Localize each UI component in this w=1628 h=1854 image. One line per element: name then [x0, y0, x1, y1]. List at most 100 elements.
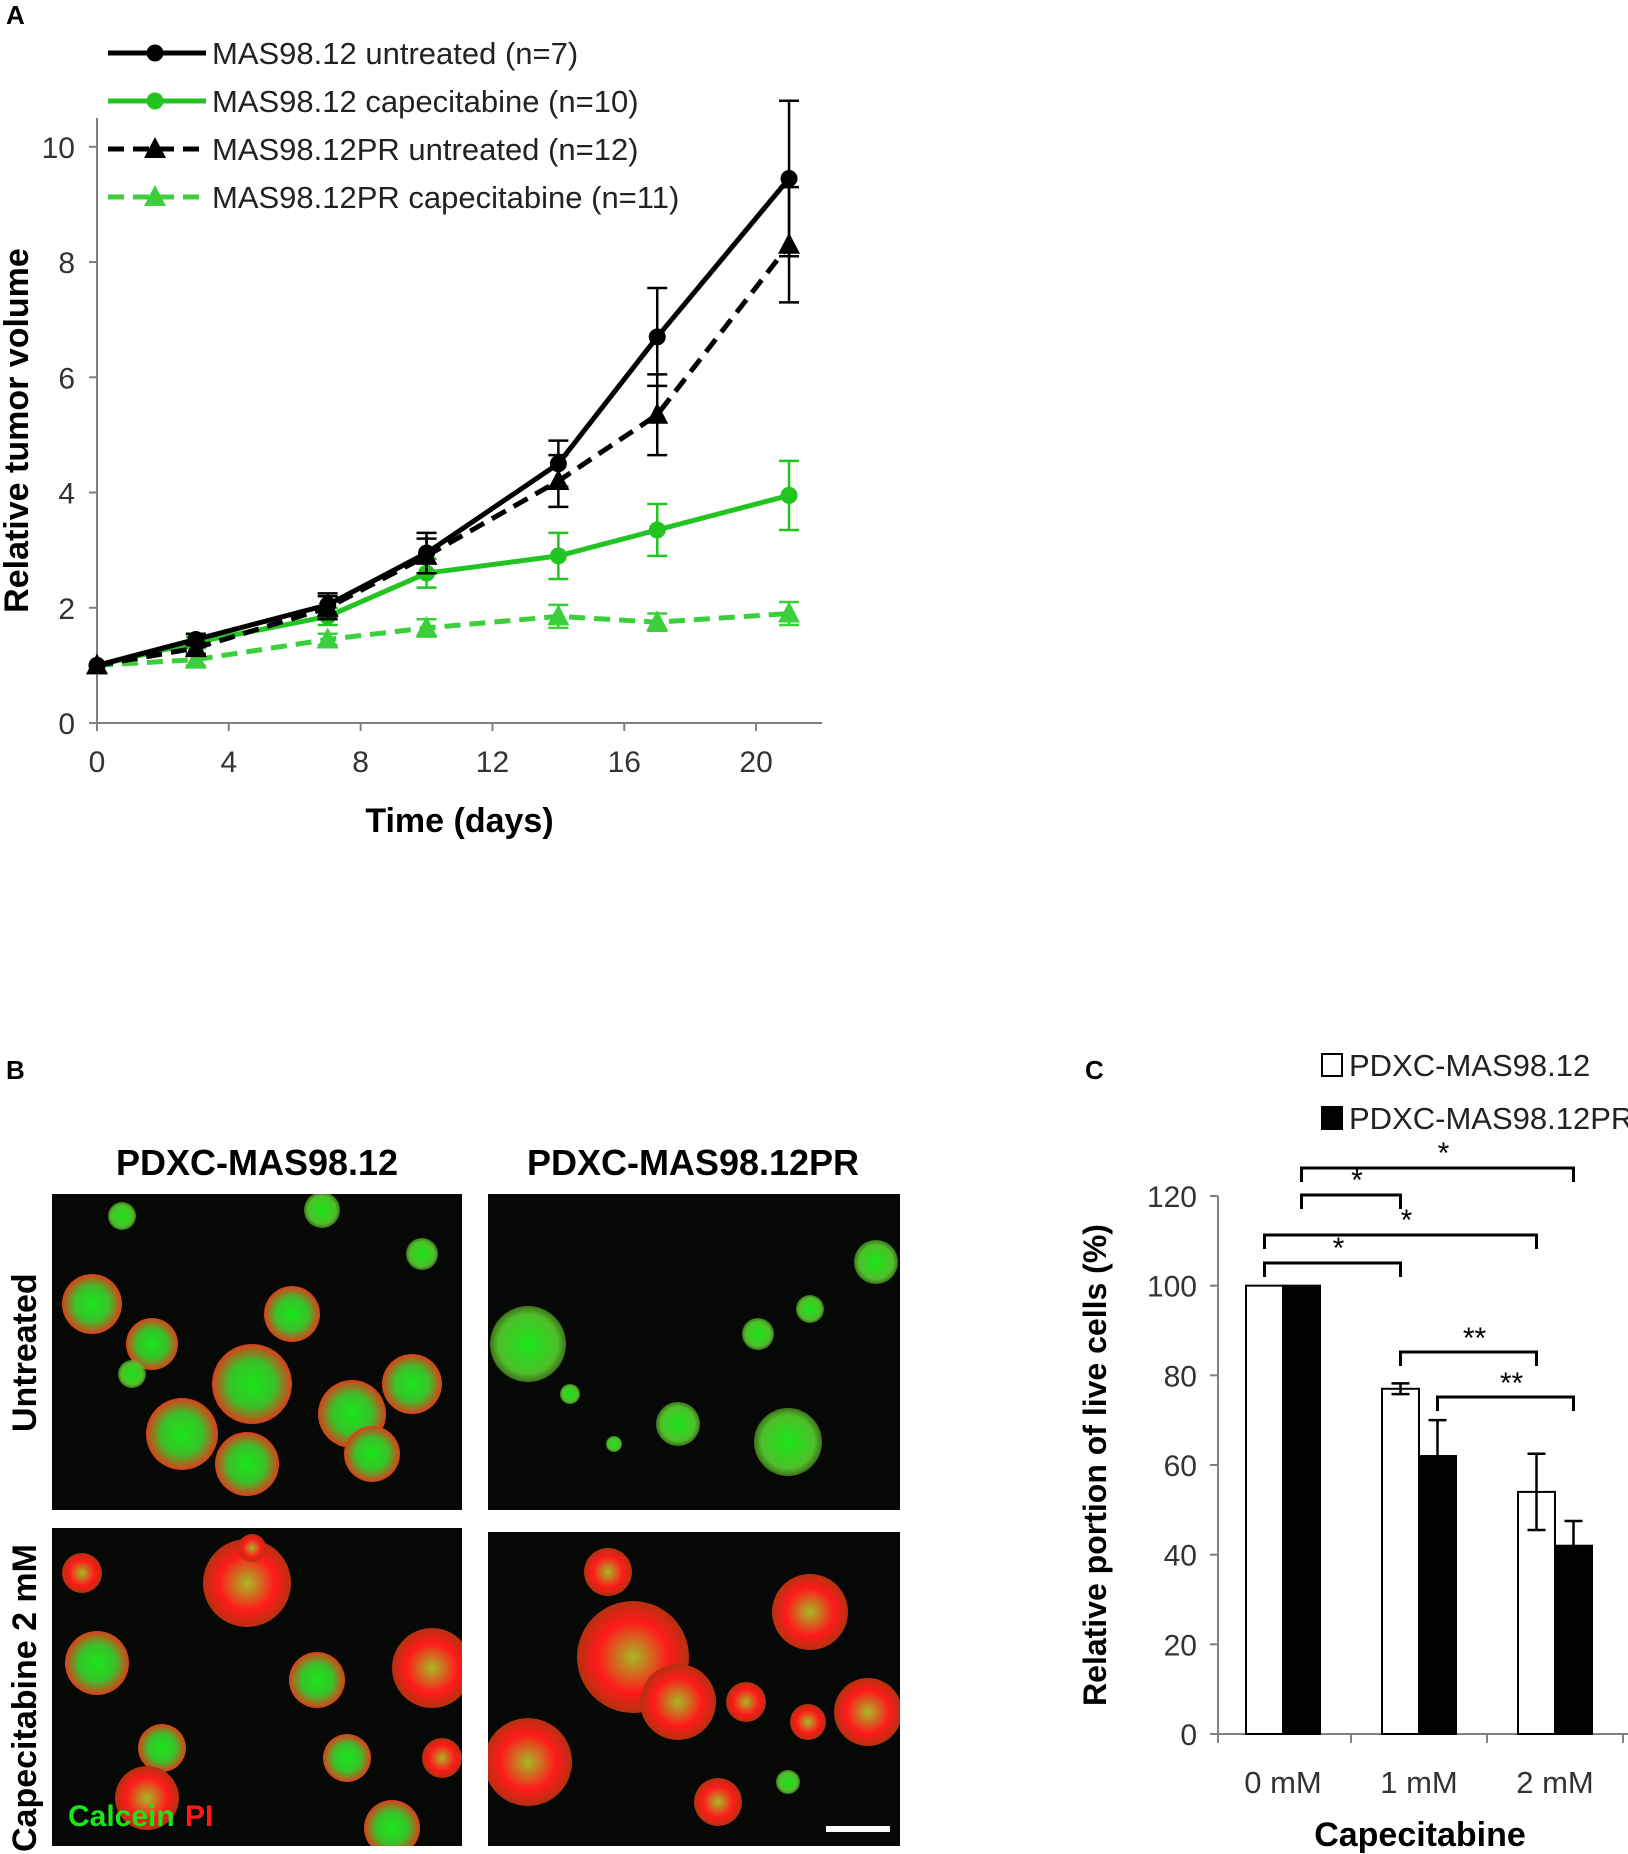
cell-cluster	[108, 1202, 136, 1230]
bar-category-label: 2 mM	[1516, 1765, 1594, 1800]
bar-y-tick-label: 40	[1164, 1540, 1197, 1573]
panel-letter-b: B	[6, 1055, 25, 1085]
data-point-1-5	[648, 521, 666, 539]
stain-label-calcein: Calcein	[68, 1800, 175, 1833]
cell-cluster	[490, 1306, 566, 1382]
bar-y-tick-label: 60	[1164, 1450, 1197, 1483]
x-tick-label: 4	[220, 746, 237, 779]
cell-cluster	[238, 1534, 266, 1562]
cell-cluster	[118, 1360, 146, 1388]
cell-cluster	[584, 1548, 632, 1596]
bar-legend-label-0: PDXC-MAS98.12	[1349, 1048, 1590, 1083]
stain-label-pi: PI	[185, 1800, 214, 1833]
cell-cluster	[289, 1652, 345, 1708]
legend-label-0: MAS98.12 untreated (n=7)	[212, 36, 578, 71]
y-tick-label: 0	[58, 708, 75, 741]
scale-bar	[826, 1826, 890, 1832]
bar-1-2	[1554, 1544, 1593, 1735]
cell-cluster	[606, 1436, 622, 1452]
cell-cluster	[65, 1631, 129, 1695]
series-line-0	[96, 176, 791, 668]
significance-bracket	[1436, 1395, 1575, 1411]
cell-cluster	[488, 1718, 572, 1806]
significance-bracket	[1300, 1166, 1575, 1182]
bar-legend-label-1: PDXC-MAS98.12PR	[1349, 1101, 1628, 1136]
cell-cluster	[776, 1770, 800, 1794]
cell-cluster	[640, 1664, 716, 1740]
legend-marker-0	[146, 44, 164, 62]
bar-y-tick-label: 100	[1147, 1271, 1197, 1304]
cell-cluster	[726, 1682, 766, 1722]
data-point-3-2	[316, 627, 339, 649]
data-point-0-3	[418, 544, 436, 562]
micrograph-mas98-12-untreated	[52, 1194, 462, 1510]
bar-y-tick-label: 120	[1147, 1181, 1197, 1214]
cell-cluster	[754, 1408, 822, 1476]
bar-0-2	[1517, 1490, 1556, 1736]
bar-legend-swatch-0	[1321, 1053, 1343, 1077]
micrograph-mas98-12-capecitabine	[52, 1528, 462, 1846]
bar-1-0	[1282, 1284, 1321, 1735]
data-point-1-6	[780, 486, 798, 504]
bar-category-label: 0 mM	[1244, 1765, 1322, 1800]
cell-cluster	[790, 1704, 826, 1740]
cell-cluster	[422, 1738, 462, 1778]
y-tick-label: 6	[58, 362, 75, 395]
legend-label-3: MAS98.12PR capecitabine (n=11)	[212, 180, 679, 215]
cell-cluster	[212, 1344, 292, 1424]
cell-cluster	[656, 1402, 700, 1446]
bar-y-tick-label: 0	[1180, 1719, 1197, 1752]
x-tick-label: 20	[739, 746, 772, 779]
data-point-3-4	[547, 604, 570, 626]
cell-cluster	[854, 1240, 898, 1284]
x-tick-label: 0	[89, 746, 106, 779]
bar-legend-swatch-1	[1321, 1106, 1343, 1130]
micrograph-row-title-untreated: Untreated	[6, 1273, 44, 1432]
bar-y-axis-title: Relative portion of live cells (%)	[1077, 1224, 1113, 1706]
y-axis-title: Relative tumor volume	[0, 248, 36, 613]
legend-marker-2	[144, 137, 166, 158]
data-point-1-4	[549, 547, 567, 565]
micrograph-col-title-2: PDXC-MAS98.12PR	[526, 1142, 860, 1183]
cell-cluster	[344, 1426, 400, 1482]
cell-cluster	[215, 1432, 279, 1496]
micrograph-mas98-12pr-capecitabine	[488, 1532, 900, 1846]
cell-cluster	[146, 1398, 218, 1470]
cell-cluster	[772, 1574, 848, 1650]
micrograph-row-title-capecitabine: Capecitabine 2 mM	[6, 1544, 44, 1852]
x-tick-label: 12	[476, 746, 509, 779]
cell-cluster	[694, 1778, 742, 1826]
cell-cluster	[304, 1194, 340, 1228]
cell-cluster	[264, 1286, 320, 1342]
bar-y-tick-label: 80	[1164, 1360, 1197, 1393]
data-point-3-1	[184, 647, 207, 669]
cell-cluster	[834, 1678, 900, 1746]
x-tick-label: 16	[608, 746, 641, 779]
y-tick-label: 4	[58, 478, 75, 511]
cell-cluster	[138, 1724, 186, 1772]
x-tick-label: 8	[352, 746, 369, 779]
cell-cluster	[62, 1274, 122, 1334]
legend-label-2: MAS98.12PR untreated (n=12)	[212, 132, 639, 167]
significance-label: **	[1463, 1322, 1487, 1355]
x-axis-title: Time (days)	[365, 802, 553, 840]
data-point-0-4	[549, 455, 567, 473]
data-point-0-5	[648, 328, 666, 346]
significance-bracket	[1300, 1193, 1402, 1209]
significance-bracket	[1263, 1233, 1538, 1249]
bar-category-label: 1 mM	[1380, 1765, 1458, 1800]
cell-cluster	[62, 1553, 102, 1593]
significance-label: *	[1438, 1137, 1450, 1170]
legend-marker-1	[146, 92, 164, 110]
bar-y-tick-label: 20	[1164, 1629, 1197, 1662]
cell-cluster	[742, 1318, 774, 1350]
significance-bracket	[1263, 1261, 1402, 1277]
tumor-volume-line-chart: 0 2 4 6 8 10 0 4 8 12 16 20 Time (days) Relative tumo…	[0, 36, 822, 840]
data-point-3-5	[646, 610, 669, 632]
y-tick-label: 2	[58, 593, 75, 626]
cell-cluster	[364, 1800, 420, 1846]
cell-cluster	[560, 1384, 580, 1404]
cell-cluster	[382, 1354, 442, 1414]
significance-bracket	[1399, 1350, 1538, 1366]
y-tick-label: 10	[42, 132, 75, 165]
